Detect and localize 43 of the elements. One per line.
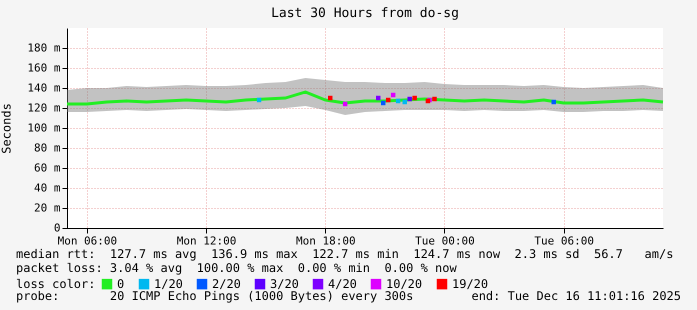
legend-title: loss color: [16,277,96,291]
text: probe: 20 ICMP Echo Pings (1000 Bytes) every 300s [16,289,414,303]
point [396,98,400,104]
line-series [66,90,664,106]
y-tick-label: 140 m [27,82,61,94]
point [412,96,417,100]
legend-label: 0 [117,277,124,292]
y-tick-label: 100 m [27,122,61,134]
y-tick-label: 40 m [34,182,61,194]
point [256,98,262,102]
point [376,96,380,100]
y-tick-label: 60 m [34,162,61,174]
y-tick-label: 20 m [34,202,61,214]
x-tick-label: Mon 18:00 [296,234,356,248]
legend-label: 1/20 [154,277,183,292]
y-tick-label: 0 [54,222,60,234]
y-tick-label: 120 m [27,102,61,114]
x-tick-label: Tue 00:00 [415,234,475,248]
point [380,100,386,106]
chart-title: Last 30 Hours from do-sg [271,6,459,21]
point [407,96,412,102]
y-tick-label: 180 m [27,42,61,54]
legend-label: 19/20 [452,277,488,292]
point [390,92,396,98]
point [551,100,556,104]
legend-label: 3/20 [270,277,299,292]
point [342,102,348,106]
y-tick-label: 160 m [27,62,61,74]
text: median rtt: 127.7 ms avg 136.9 ms max 122.7 ms min 124.7 ms now 2.3 ms sd 56.7 am/s [16,247,674,261]
x-tick-label: Mon 12:00 [176,234,236,248]
point [386,98,390,102]
point [402,100,407,104]
x-tick-label: Tue 06:00 [534,234,594,248]
legend-label: 10/20 [386,277,422,292]
text: packet loss: 3.04 % avg 100.00 % max 0.00 % min 0.00 % now [16,261,457,275]
legend-label: 2/20 [212,277,241,292]
text: end: Tue Dec 16 11:01:16 2025 [471,289,681,303]
legend-label: 4/20 [328,277,357,292]
x-tick-label: Mon 06:00 [58,234,118,248]
y-axis-title: Seconds [0,103,14,154]
y-tick-label: 80 m [34,142,61,154]
point [432,96,437,102]
point [328,96,332,100]
